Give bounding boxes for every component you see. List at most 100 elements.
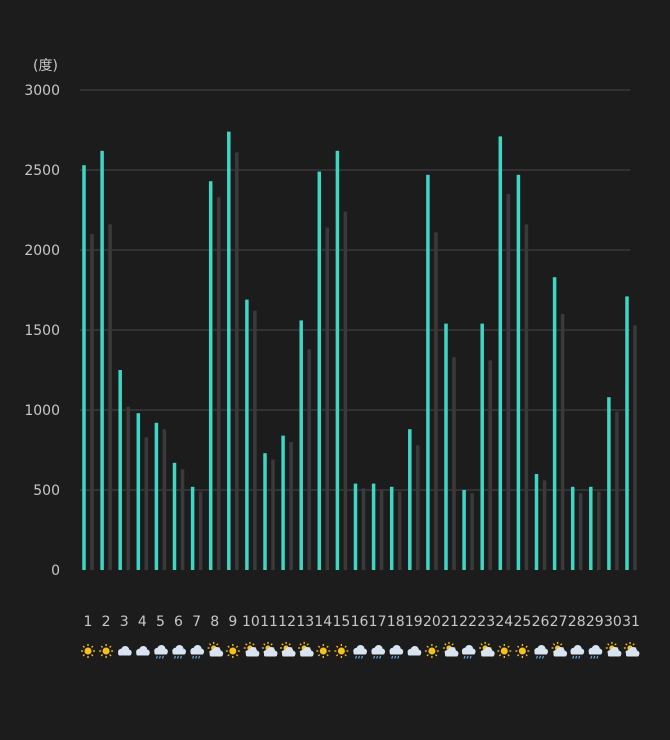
- x-tick-label: 28: [568, 614, 586, 630]
- y-axis: (度) 0 500 1000 1500 2000 2500 3000: [24, 58, 60, 579]
- cloud-icon: [407, 646, 422, 656]
- bar-series-1: [625, 296, 629, 570]
- bar-series-2: [216, 197, 221, 570]
- y-unit-label: (度): [33, 58, 58, 74]
- sun-icon: [334, 644, 349, 658]
- sun-icon: [424, 644, 439, 658]
- bar-series-1: [426, 174, 430, 571]
- x-tick-label: 1: [84, 614, 93, 630]
- bar-series-1: [408, 429, 412, 570]
- bar-series-1: [552, 277, 557, 570]
- sun-cloud-icon: [442, 641, 459, 657]
- bar-series-1: [317, 171, 322, 570]
- x-tick-label: 24: [495, 614, 513, 630]
- rain-icon: [190, 645, 205, 659]
- bar-series-2: [162, 429, 167, 570]
- sun-icon: [81, 644, 95, 658]
- x-tick-label: 11: [260, 614, 278, 630]
- bar-series-2: [235, 152, 239, 570]
- rain-icon: [461, 645, 476, 659]
- bar-series-2: [271, 459, 275, 570]
- bar-series-1: [281, 435, 285, 570]
- y-tick-label: 2500: [24, 163, 60, 179]
- x-tick-label: 16: [351, 614, 369, 630]
- sun-cloud-icon: [623, 641, 640, 657]
- bar-series-2: [416, 445, 420, 570]
- y-tick-label: 0: [51, 563, 60, 579]
- sun-cloud-icon: [479, 641, 495, 657]
- bar-series-1: [480, 323, 484, 570]
- x-tick-label: 29: [586, 614, 604, 630]
- bar-series-1: [154, 422, 159, 570]
- bar-series-2: [633, 325, 637, 570]
- x-tick-label: 22: [459, 614, 477, 630]
- x-tick-label: 12: [278, 614, 296, 630]
- bar-series-1: [245, 299, 249, 570]
- sun-cloud-icon: [261, 641, 278, 657]
- x-tick-label: 14: [314, 614, 332, 630]
- x-tick-label: 7: [192, 614, 201, 630]
- bar-series-1: [389, 486, 394, 570]
- bar-series-2: [379, 490, 384, 570]
- bar-series-1: [353, 483, 358, 570]
- bars: [82, 131, 637, 571]
- x-tick-label: 6: [174, 614, 183, 630]
- sun-cloud-icon: [551, 641, 568, 657]
- x-tick-label: 9: [228, 614, 237, 630]
- sun-icon: [515, 644, 530, 658]
- x-tick-label: 17: [369, 614, 387, 630]
- y-tick-label: 500: [33, 483, 60, 499]
- sun-icon: [316, 644, 331, 658]
- x-axis-labels: 1 2 3 4 5 6 7 8 9 10 11 12 13 14 15 16 17 18 19 20 21 22 23 24 2…: [84, 614, 640, 630]
- bar-series-1: [82, 165, 86, 570]
- bar-series-2: [524, 224, 529, 570]
- bar-series-1: [208, 181, 213, 570]
- bar-series-2: [307, 349, 311, 570]
- bar-series-2: [434, 232, 438, 570]
- x-tick-label: 26: [532, 614, 550, 630]
- x-tick-label: 2: [102, 614, 111, 630]
- bar-series-1: [100, 150, 104, 571]
- x-tick-label: 13: [296, 614, 314, 630]
- grid-lines: [80, 89, 630, 491]
- sun-icon: [225, 644, 240, 658]
- sun-cloud-icon: [207, 641, 224, 657]
- rain-icon: [534, 645, 548, 659]
- bar-series-1: [462, 490, 466, 570]
- bar-series-1: [227, 131, 231, 570]
- bar-series-2: [615, 411, 619, 570]
- bar-series-2: [470, 493, 474, 570]
- x-tick-label: 15: [332, 614, 350, 630]
- bar-series-1: [607, 397, 611, 570]
- bar-series-2: [126, 406, 130, 570]
- bar-series-2: [578, 493, 583, 570]
- sun-cloud-icon: [243, 641, 260, 657]
- bar-series-1: [118, 370, 122, 570]
- bar-series-1: [190, 486, 195, 570]
- bar-series-1: [589, 486, 593, 570]
- bar-series-2: [343, 211, 348, 570]
- sun-icon: [497, 644, 512, 658]
- rain-icon: [371, 645, 386, 659]
- x-tick-label: 4: [138, 614, 147, 630]
- bar-series-2: [325, 227, 330, 570]
- bar-series-2: [361, 488, 366, 570]
- x-tick-label: 10: [242, 614, 260, 630]
- bar-series-1: [444, 323, 448, 570]
- bar-series-1: [534, 474, 539, 570]
- bar-series-1: [136, 413, 141, 570]
- rain-icon: [353, 645, 367, 659]
- bar-series-1: [570, 486, 575, 570]
- bar-series-2: [597, 491, 601, 570]
- x-tick-label: 18: [387, 614, 405, 630]
- x-tick-label: 20: [423, 614, 441, 630]
- bar-series-1: [335, 150, 340, 571]
- y-tick-label: 1000: [24, 403, 60, 419]
- x-tick-label: 8: [210, 614, 219, 630]
- bar-series-2: [198, 491, 203, 570]
- x-tick-label: 31: [622, 614, 640, 630]
- bar-series-2: [397, 491, 402, 570]
- bar-series-1: [172, 462, 177, 570]
- y-tick-label: 1500: [24, 323, 60, 339]
